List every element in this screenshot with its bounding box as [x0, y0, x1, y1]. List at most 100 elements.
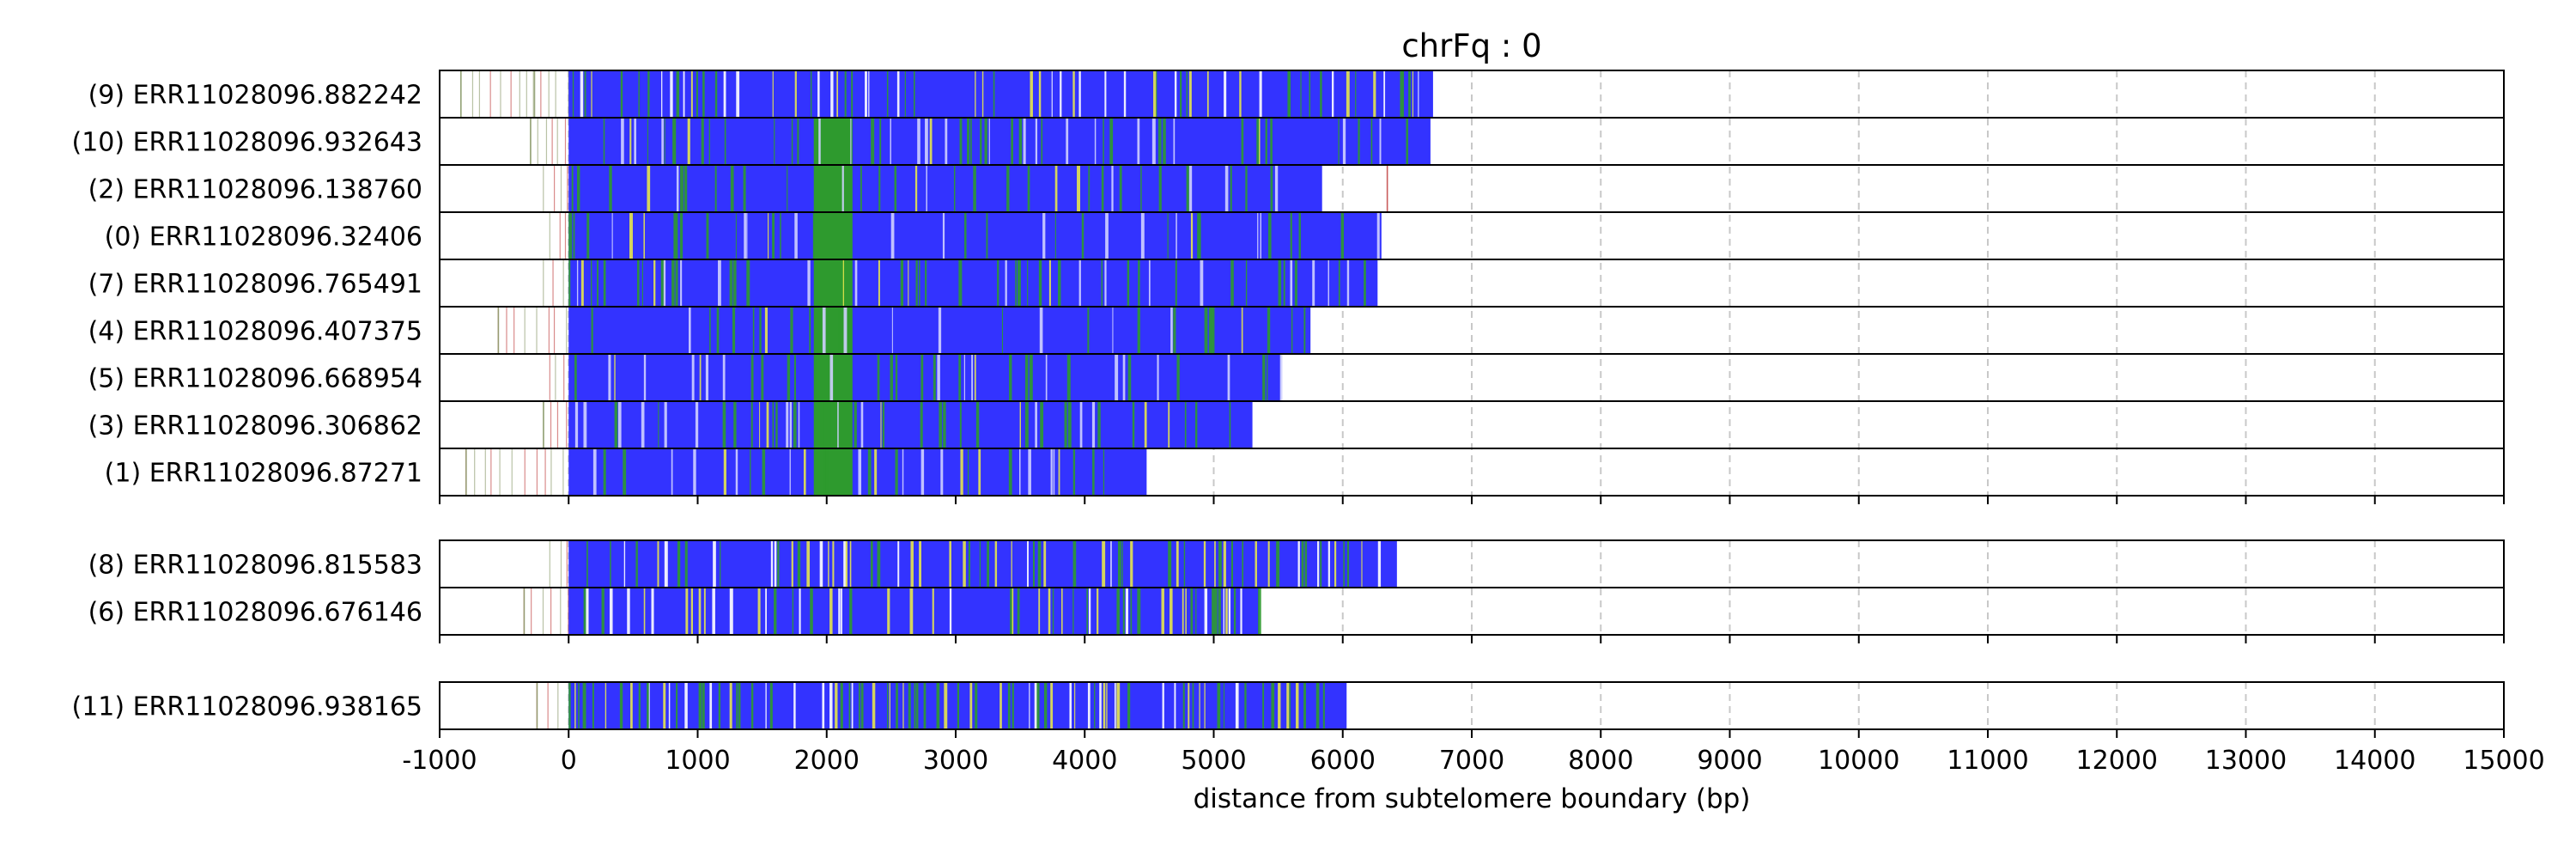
- read-mark: [555, 355, 556, 400]
- read-mark: [661, 71, 663, 117]
- read-mark: [1233, 588, 1236, 634]
- read-mark: [1204, 588, 1208, 634]
- read-mark: [586, 541, 588, 587]
- read-mark: [684, 683, 688, 728]
- read-mark: [580, 260, 584, 306]
- read-mark: [702, 71, 705, 117]
- read-mark: [766, 402, 769, 448]
- read-mark: [738, 683, 741, 728]
- read-mark: [610, 541, 611, 587]
- read-mark: [499, 449, 501, 495]
- read-mark: [557, 683, 559, 728]
- read-mark: [1035, 119, 1038, 164]
- read-mark: [775, 402, 778, 448]
- read-mark: [620, 71, 623, 117]
- read-label: (4) ERR11028096.407375: [88, 317, 422, 347]
- read-track: [543, 166, 1388, 211]
- read-mark: [1167, 213, 1169, 259]
- read-mark: [944, 683, 948, 728]
- read-mark: [709, 683, 713, 728]
- read-mark: [1058, 260, 1061, 306]
- read-mark: [932, 588, 934, 634]
- read-mark: [908, 683, 911, 728]
- read-mark: [879, 119, 882, 164]
- read-mark: [1217, 683, 1221, 728]
- read-mark: [1294, 260, 1297, 306]
- read-mark: [1183, 541, 1186, 587]
- read-block: [568, 541, 1397, 587]
- read-mark: [1230, 260, 1234, 306]
- read-mark: [677, 541, 681, 587]
- read-mark: [623, 541, 626, 587]
- read-label: (8) ERR11028096.815583: [88, 551, 422, 581]
- read-track: [460, 71, 1433, 117]
- read-mark: [1173, 119, 1176, 164]
- read-mark: [1072, 71, 1075, 117]
- read-mark: [837, 402, 839, 448]
- read-mark: [789, 402, 793, 448]
- read-mark: [858, 683, 860, 728]
- read-mark: [511, 449, 513, 495]
- read-mark: [698, 588, 702, 634]
- read-mark: [1053, 449, 1055, 495]
- read-mark: [1027, 260, 1029, 306]
- read-mark: [774, 119, 775, 164]
- read-mark: [733, 260, 737, 306]
- read-mark: [647, 71, 650, 117]
- read-mark: [1290, 260, 1293, 306]
- read-mark: [939, 402, 943, 448]
- read-mark: [592, 449, 597, 495]
- read-mark: [732, 308, 736, 353]
- read-mark: [1045, 355, 1048, 400]
- read-mark: [548, 71, 550, 117]
- read-mark: [917, 119, 920, 164]
- read-outlier: [523, 588, 526, 634]
- read-mark: [696, 71, 698, 117]
- read-mark: [1041, 119, 1043, 164]
- read-outlier: [1386, 166, 1388, 211]
- read-mark: [1137, 588, 1141, 634]
- read-mark: [559, 213, 561, 259]
- read-mark: [1105, 213, 1109, 259]
- read-mark: [550, 449, 552, 495]
- read-mark: [1185, 588, 1187, 634]
- read-mark: [780, 213, 781, 259]
- read-mark: [1265, 119, 1267, 164]
- read-mark: [843, 308, 848, 353]
- read-mark: [1156, 71, 1157, 117]
- read-mark: [736, 683, 738, 728]
- read-mark: [651, 588, 654, 634]
- read-mark: [676, 71, 680, 117]
- read-mark: [896, 71, 900, 117]
- read-mark: [819, 541, 823, 587]
- read-mark: [1174, 71, 1177, 117]
- read-mark: [563, 355, 565, 400]
- read-mark: [544, 449, 546, 495]
- x-axis: -1000 0 1000 2000 3000 4000 5000 6000 7000 8000 90…: [402, 496, 2545, 776]
- read-mark: [701, 119, 704, 164]
- read-band: [813, 260, 853, 306]
- read-mark: [823, 449, 826, 495]
- read-mark: [772, 402, 775, 448]
- read-mark: [949, 588, 952, 634]
- read-mark: [568, 213, 573, 259]
- read-mark: [724, 119, 726, 164]
- read-mark: [937, 355, 940, 400]
- read-mark: [840, 683, 843, 728]
- read-mark: [543, 260, 544, 306]
- read-band: [813, 213, 853, 259]
- read-mark: [1029, 683, 1030, 728]
- read-mark: [877, 541, 881, 587]
- read-mark: [568, 260, 571, 306]
- read-mark: [548, 308, 550, 353]
- read-mark: [1297, 541, 1300, 587]
- read-mark: [1048, 588, 1051, 634]
- read-mark: [484, 449, 486, 495]
- read-mark: [822, 683, 825, 728]
- read-mark: [963, 355, 965, 400]
- read-mark: [1270, 119, 1273, 164]
- read-mark: [1176, 355, 1180, 400]
- read-mark: [1227, 355, 1230, 400]
- read-mark: [1186, 166, 1189, 211]
